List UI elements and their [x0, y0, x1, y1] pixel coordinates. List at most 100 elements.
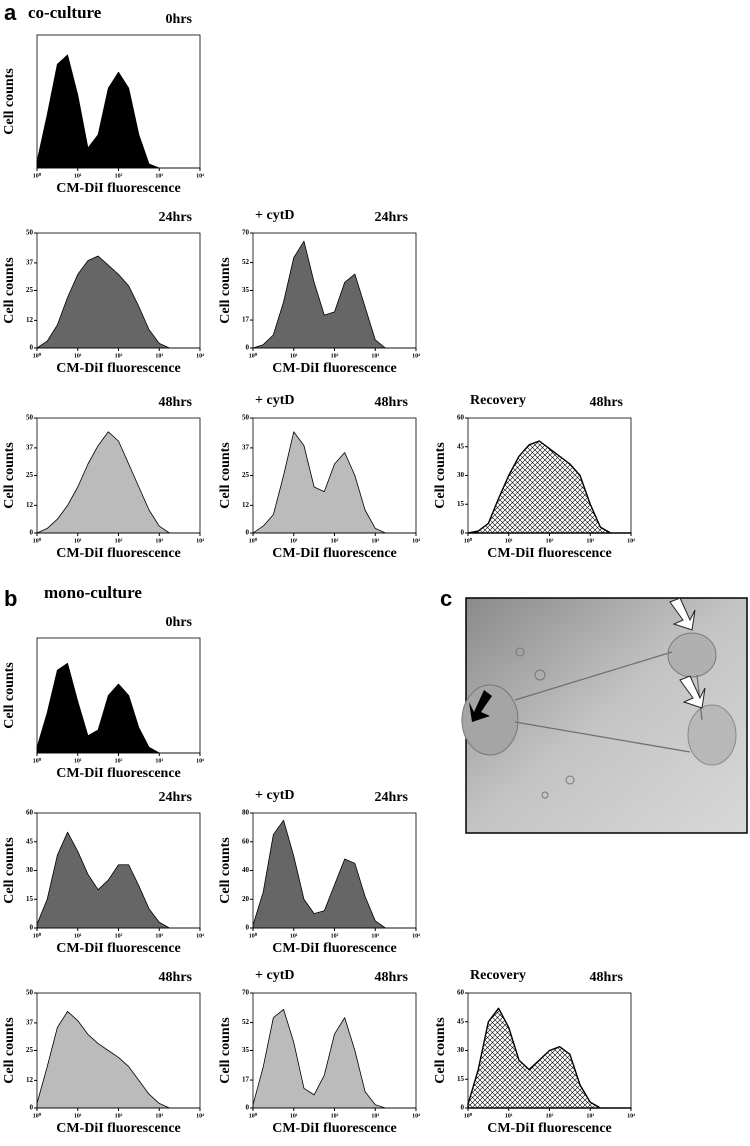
x-tick-label: 10⁴ [627, 538, 635, 544]
x-tick-label: 10¹ [74, 173, 82, 179]
x-tick-label: 10² [115, 353, 123, 359]
annotation: + cytD [255, 788, 294, 803]
y-tick-label: 0 [30, 344, 34, 352]
histogram-area [36, 662, 201, 754]
y-tick-label: 17 [242, 316, 250, 324]
annotation: + cytD [255, 208, 294, 223]
x-tick-label: 10³ [586, 1113, 594, 1119]
x-tick-label: 10¹ [290, 1113, 298, 1119]
y-tick-label: 20 [242, 895, 250, 903]
histogram-area [252, 240, 417, 349]
x-tick-label: 10¹ [74, 1113, 82, 1119]
x-tick-label: 10⁴ [196, 173, 204, 179]
x-tick-label: 10² [115, 173, 123, 179]
x-tick-label: 10⁰ [33, 172, 42, 179]
y-tick-label: 0 [461, 529, 465, 537]
x-tick-label: 10¹ [74, 538, 82, 544]
x-tick-label: 10⁰ [33, 1112, 42, 1119]
x-tick-label: 10³ [371, 933, 379, 939]
y-tick-label: 50 [26, 989, 34, 997]
x-axis-label: CM-DiI fluorescence [272, 941, 397, 956]
y-tick-label: 37 [26, 1019, 34, 1027]
y-tick-label: 35 [242, 1046, 250, 1054]
histogram-area [467, 440, 632, 534]
chart-title: 48hrs [590, 970, 624, 985]
x-tick-label: 10³ [155, 353, 163, 359]
x-axis-label: CM-DiI fluorescence [272, 361, 397, 376]
x-tick-label: 10¹ [290, 353, 298, 359]
y-tick-label: 17 [242, 1076, 250, 1084]
x-axis-label: CM-DiI fluorescence [56, 361, 181, 376]
x-tick-label: 10³ [155, 758, 163, 764]
panel-title: co-culture [28, 3, 102, 22]
x-tick-label: 10⁴ [196, 1113, 204, 1119]
x-tick-label: 10⁰ [33, 352, 42, 359]
y-axis-label: Cell counts [433, 1017, 448, 1084]
x-tick-label: 10⁰ [249, 537, 258, 544]
x-tick-label: 10² [115, 538, 123, 544]
x-tick-label: 10³ [155, 538, 163, 544]
x-axis-label: CM-DiI fluorescence [272, 1121, 397, 1136]
chart-title: 24hrs [375, 790, 409, 805]
x-tick-label: 10⁴ [412, 1113, 420, 1119]
x-tick-label: 10¹ [74, 758, 82, 764]
histogram-area [252, 431, 417, 534]
y-tick-label: 30 [457, 471, 465, 479]
y-tick-label: 60 [26, 809, 34, 817]
y-tick-label: 0 [246, 529, 250, 537]
x-tick-label: 10² [331, 353, 339, 359]
y-tick-label: 40 [242, 866, 250, 874]
x-tick-label: 10⁴ [412, 538, 420, 544]
x-tick-label: 10² [331, 1113, 339, 1119]
y-axis-label: Cell counts [218, 1017, 233, 1084]
x-tick-label: 10³ [155, 1113, 163, 1119]
x-tick-label: 10⁴ [196, 538, 204, 544]
y-tick-label: 45 [26, 837, 34, 845]
y-axis-label: Cell counts [433, 442, 448, 509]
y-tick-label: 60 [242, 837, 250, 845]
y-tick-label: 12 [26, 501, 34, 509]
x-axis-label: CM-DiI fluorescence [56, 181, 181, 196]
x-tick-label: 10³ [586, 538, 594, 544]
y-tick-label: 80 [242, 809, 250, 817]
x-tick-label: 10² [331, 538, 339, 544]
x-tick-label: 10¹ [290, 538, 298, 544]
x-tick-label: 10⁴ [196, 758, 204, 764]
annotation: + cytD [255, 968, 294, 983]
x-tick-label: 10⁰ [249, 932, 258, 939]
y-tick-label: 37 [242, 444, 250, 452]
chart-title: 48hrs [159, 395, 193, 410]
x-axis-label: CM-DiI fluorescence [487, 546, 612, 561]
histogram-area [36, 54, 201, 169]
y-tick-label: 12 [26, 1076, 34, 1084]
y-tick-label: 15 [457, 500, 465, 508]
histogram-area [252, 1009, 417, 1109]
x-axis-label: CM-DiI fluorescence [56, 766, 181, 781]
y-axis-label: Cell counts [2, 442, 17, 509]
x-tick-label: 10³ [371, 353, 379, 359]
y-tick-label: 0 [30, 529, 34, 537]
chart-title: 48hrs [590, 395, 624, 410]
x-axis-label: CM-DiI fluorescence [56, 546, 181, 561]
x-tick-label: 10³ [155, 933, 163, 939]
x-tick-label: 10¹ [74, 353, 82, 359]
y-axis-label: Cell counts [2, 662, 17, 729]
histogram-area [36, 1011, 201, 1109]
y-tick-label: 0 [461, 1104, 465, 1112]
y-tick-label: 37 [26, 444, 34, 452]
y-tick-label: 45 [457, 442, 465, 450]
x-tick-label: 10⁰ [464, 1112, 473, 1119]
y-tick-label: 15 [457, 1075, 465, 1083]
y-tick-label: 60 [457, 414, 465, 422]
chart-title: 48hrs [375, 970, 409, 985]
y-axis-label: Cell counts [2, 837, 17, 904]
y-axis-label: Cell counts [218, 257, 233, 324]
y-tick-label: 30 [26, 866, 34, 874]
y-tick-label: 50 [26, 229, 34, 237]
x-tick-label: 10⁴ [412, 933, 420, 939]
x-tick-label: 10⁰ [249, 352, 258, 359]
histogram-area [467, 1007, 632, 1109]
y-tick-label: 52 [242, 1018, 250, 1026]
chart-title: 24hrs [159, 790, 193, 805]
